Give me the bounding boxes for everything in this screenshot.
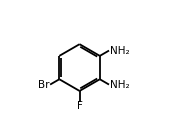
- Text: NH₂: NH₂: [110, 80, 130, 90]
- Text: Br: Br: [37, 80, 49, 90]
- Text: F: F: [77, 100, 83, 111]
- Text: NH₂: NH₂: [110, 46, 130, 56]
